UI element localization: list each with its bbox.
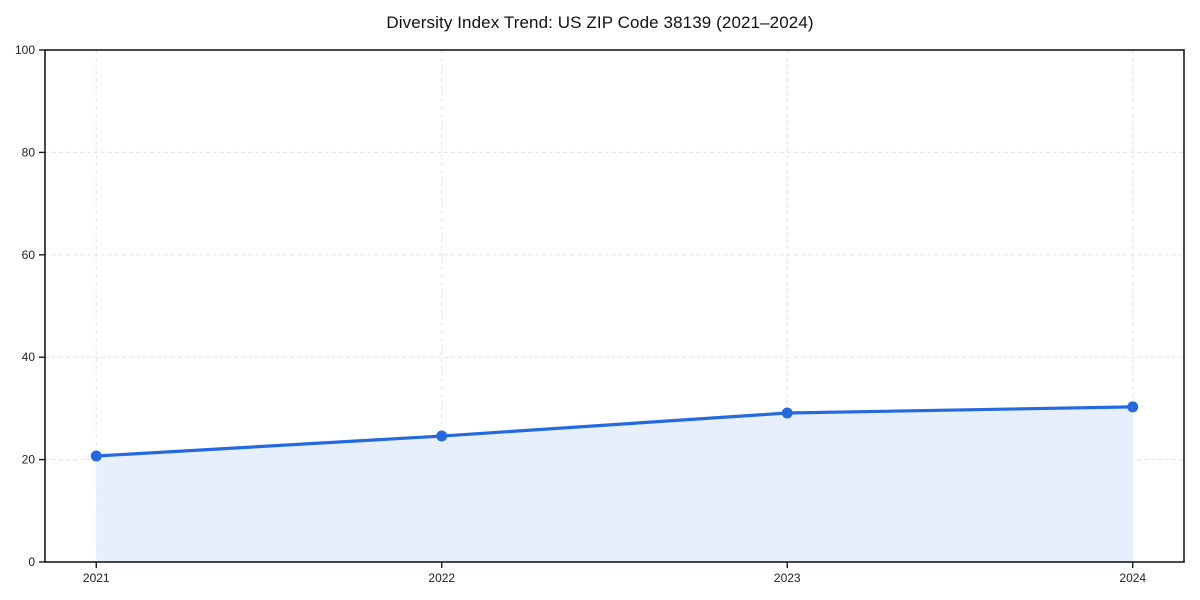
x-axis-tick-label: 2023 — [774, 571, 801, 585]
y-axis-tick-label: 60 — [22, 248, 36, 262]
y-axis-tick-label: 0 — [28, 555, 35, 569]
y-axis-tick-label: 40 — [22, 350, 36, 364]
data-point-marker — [90, 450, 102, 462]
y-axis-tick-label: 100 — [15, 43, 35, 57]
plot-border — [44, 49, 1185, 563]
x-axis-tick-label: 2022 — [428, 571, 455, 585]
data-point-marker — [781, 407, 793, 419]
y-axis-tick-label: 80 — [22, 145, 36, 159]
series-area-fill — [96, 406, 1133, 562]
x-axis-tick-label: 2024 — [1119, 571, 1146, 585]
y-axis-tick-label: 20 — [22, 453, 36, 467]
x-axis-tick-label: 2021 — [83, 571, 110, 585]
data-point-marker — [436, 430, 448, 442]
chart-title: Diversity Index Trend: US ZIP Code 38139… — [386, 13, 814, 32]
series-line — [94, 405, 1135, 458]
data-point-marker — [1127, 401, 1139, 413]
